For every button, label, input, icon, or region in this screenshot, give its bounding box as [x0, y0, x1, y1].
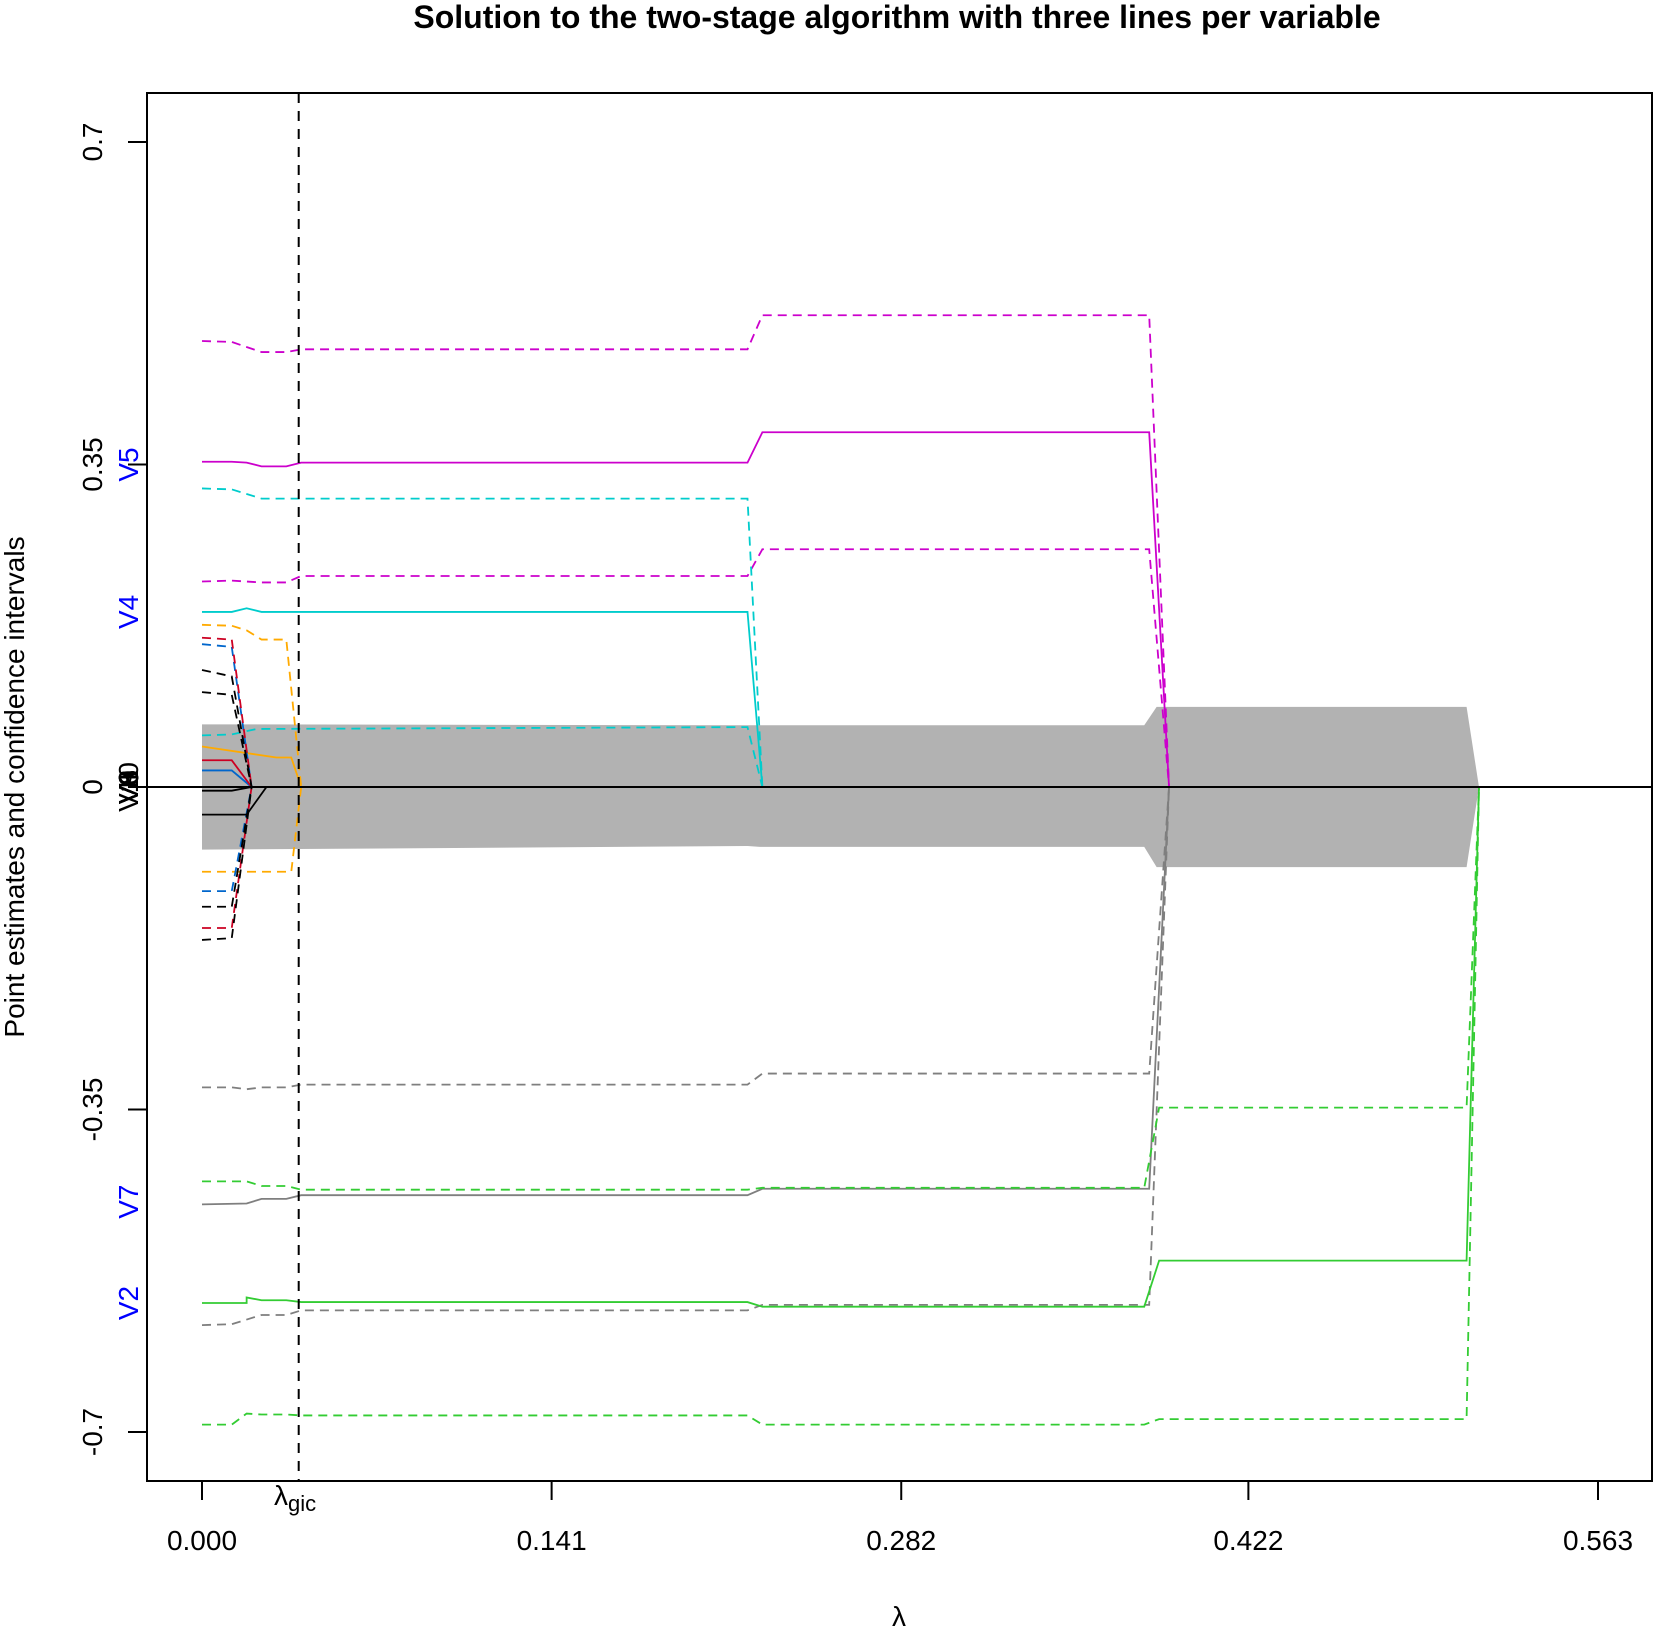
series-line-15 [202, 786, 303, 873]
y-axis-label: Point estimates and confidence intervals [0, 536, 30, 1037]
series-line-14 [201, 623, 303, 788]
series-line-23 [201, 669, 253, 788]
x-tick-label: 0.141 [517, 1525, 587, 1556]
chart-title: Solution to the two-stage algorithm with… [413, 0, 1380, 35]
y-axis: -0.7 -0.35 0 0.35 0.7 [77, 123, 148, 1456]
y-tick-label: -0.7 [77, 1408, 108, 1456]
series-line-12 [202, 786, 1480, 1426]
series-line-9 [201, 786, 1170, 1327]
series-line-2 [201, 314, 1170, 788]
variable-label-v8: V8 [113, 770, 144, 804]
variable-label-v7: V7 [113, 1185, 144, 1219]
y-tick-label: -0.35 [77, 1078, 108, 1142]
series-line-6 [201, 726, 764, 788]
series-line-13 [201, 745, 303, 788]
y-tick-label: 0 [77, 779, 108, 795]
series-line-4 [202, 607, 764, 788]
series-layer [201, 314, 1480, 1426]
series-line-17 [201, 643, 253, 788]
x-axis: 0.000 0.141 0.282 0.422 0.563 [167, 1480, 1633, 1556]
variable-label-v10: V10 [113, 762, 144, 812]
y-tick-label: 0.35 [77, 437, 108, 492]
x-axis-label: λ [892, 1601, 906, 1630]
variable-label-v5: V5 [113, 447, 144, 481]
series-line-10 [202, 786, 1480, 1308]
lambda-gic-subscript: gic [288, 1491, 316, 1516]
series-line-20 [201, 636, 253, 788]
series-line-27 [202, 786, 252, 792]
x-tick-label: 0.422 [1213, 1525, 1283, 1556]
variable-label-v3: V3 [113, 770, 144, 804]
variable-label-v6: V6 [113, 770, 144, 804]
variable-label-v2: V2 [113, 1286, 144, 1320]
lambda-gic-label: λgic [274, 1480, 316, 1516]
y-tick-label: 0.7 [77, 123, 108, 162]
series-line-19 [202, 759, 253, 788]
x-tick-label: 0.282 [866, 1525, 936, 1556]
series-line-7 [201, 786, 1170, 1206]
series-line-25 [201, 691, 253, 788]
series-line-11 [202, 786, 1480, 1191]
series-line-1 [202, 431, 1170, 788]
series-line-16 [202, 769, 253, 788]
variable-label-v9: V9 [113, 770, 144, 804]
x-tick-label: 0.563 [1563, 1525, 1633, 1556]
series-line-26 [202, 786, 253, 908]
x-tick-label: 0.000 [167, 1525, 237, 1556]
series-line-8 [202, 786, 1170, 1091]
series-line-5 [201, 487, 764, 788]
variable-label-v1: V1 [113, 770, 144, 804]
series-line-21 [202, 786, 253, 929]
lambda-gic-symbol: λ [274, 1480, 288, 1511]
variable-label-v4: V4 [113, 595, 144, 629]
